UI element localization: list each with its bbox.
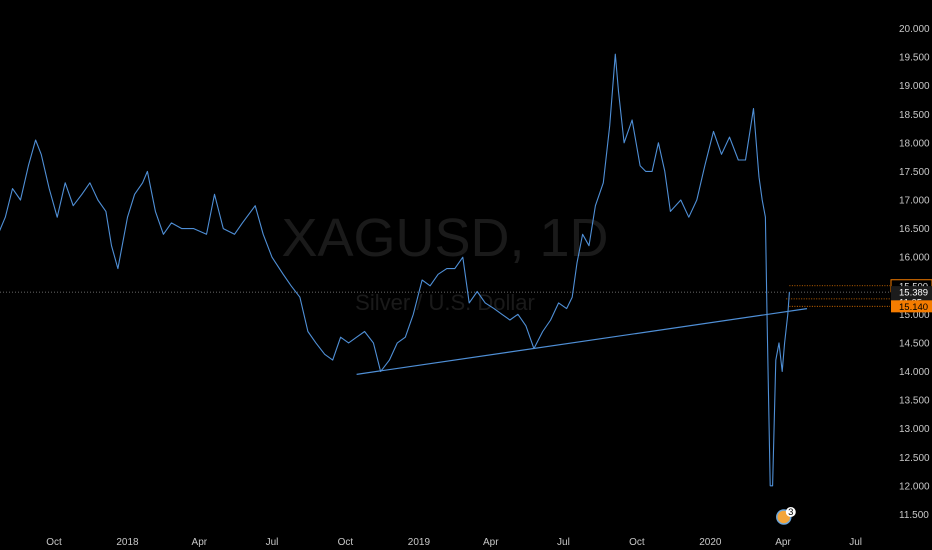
x-tick-label: Apr — [483, 537, 499, 548]
y-tick-label: 13.000 — [899, 424, 930, 435]
x-tick-label: Apr — [775, 537, 791, 548]
price-label-box — [891, 300, 932, 313]
event-badge-count-bg — [785, 507, 796, 517]
event-badge-count: 3 — [788, 507, 793, 518]
x-tick-label: 2018 — [116, 537, 139, 548]
y-tick-label: 20.000 — [899, 24, 930, 35]
y-tick-label: 11.500 — [899, 510, 929, 521]
y-tick-label: 12.000 — [899, 481, 930, 492]
price-series-line — [0, 53, 790, 487]
watermark-description: Silver / U.S. Dollar — [355, 290, 535, 315]
x-tick-label: 2019 — [408, 537, 431, 548]
y-tick-label: 17.500 — [899, 167, 930, 178]
y-tick-label: 14.500 — [899, 338, 930, 349]
y-tick-label: 12.500 — [899, 453, 930, 464]
y-tick-label: 16.000 — [899, 253, 930, 264]
x-tick-label: 2020 — [699, 537, 722, 548]
x-tick-label: Jul — [266, 537, 279, 548]
watermark-symbol: XAGUSD, 1D — [281, 208, 608, 268]
y-tick-label: 19.500 — [899, 53, 930, 64]
y-tick-label: 14.000 — [899, 367, 930, 378]
y-tick-label: 16.500 — [899, 224, 930, 235]
y-tick-label: 19.000 — [899, 81, 930, 92]
y-tick-label: 17.000 — [899, 196, 930, 207]
x-tick-label: Apr — [192, 537, 208, 548]
x-tick-label: Jul — [849, 537, 862, 548]
price-label-box — [891, 286, 932, 299]
price-label-text: 15.389 — [899, 288, 928, 299]
x-tick-label: Oct — [629, 537, 645, 548]
y-tick-label: 18.000 — [899, 138, 930, 149]
y-tick-label: 15.000 — [899, 310, 930, 321]
price-label-text: 15.140 — [899, 302, 928, 313]
x-tick-label: Oct — [46, 537, 62, 548]
y-tick-label: 18.500 — [899, 110, 930, 121]
y-tick-label: 13.500 — [899, 396, 930, 407]
x-tick-label: Jul — [557, 537, 570, 548]
trendline[interactable] — [356, 308, 808, 375]
x-tick-label: Oct — [338, 537, 354, 548]
